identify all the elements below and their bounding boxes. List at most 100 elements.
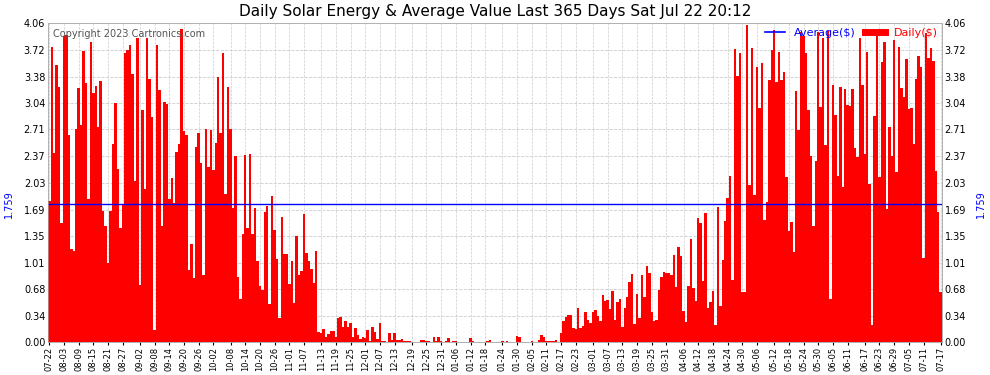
Bar — [320, 333, 323, 342]
Bar — [303, 214, 305, 342]
Bar — [785, 177, 788, 342]
Bar — [778, 52, 780, 342]
Bar — [266, 206, 268, 342]
Bar — [92, 93, 95, 342]
Bar — [827, 31, 830, 342]
Bar — [356, 335, 359, 342]
Bar — [261, 290, 263, 342]
Bar — [408, 341, 411, 342]
Bar — [846, 105, 848, 342]
Bar — [486, 340, 489, 342]
Bar — [817, 32, 820, 342]
Bar — [57, 87, 60, 342]
Bar — [621, 327, 624, 342]
Bar — [433, 337, 435, 342]
Bar — [717, 207, 719, 342]
Bar — [332, 331, 335, 342]
Bar — [346, 327, 349, 342]
Bar — [212, 170, 215, 342]
Bar — [271, 196, 273, 342]
Bar — [230, 129, 232, 342]
Bar — [807, 110, 810, 342]
Bar — [285, 254, 288, 342]
Bar — [607, 300, 609, 342]
Bar — [765, 202, 768, 342]
Bar — [361, 337, 364, 342]
Bar — [748, 185, 751, 342]
Bar — [552, 341, 555, 342]
Bar — [227, 87, 230, 342]
Bar — [235, 156, 237, 342]
Bar — [127, 50, 129, 342]
Bar — [180, 29, 183, 342]
Bar — [599, 321, 602, 342]
Bar — [709, 303, 712, 342]
Bar — [842, 187, 844, 342]
Bar — [626, 297, 629, 342]
Bar — [359, 339, 361, 342]
Bar — [251, 234, 253, 342]
Bar — [853, 148, 856, 342]
Bar — [729, 176, 732, 342]
Bar — [866, 52, 868, 342]
Bar — [933, 61, 935, 342]
Bar — [925, 33, 928, 342]
Bar — [602, 295, 604, 342]
Bar — [830, 299, 832, 342]
Bar — [247, 228, 248, 342]
Bar — [832, 85, 835, 342]
Bar — [165, 104, 168, 342]
Bar — [62, 36, 65, 342]
Bar — [555, 340, 557, 342]
Bar — [445, 341, 447, 342]
Bar — [263, 212, 266, 342]
Bar — [325, 338, 328, 342]
Bar — [538, 340, 541, 342]
Bar — [883, 42, 886, 342]
Bar — [677, 247, 680, 342]
Bar — [305, 254, 308, 342]
Bar — [636, 294, 639, 342]
Bar — [369, 341, 371, 342]
Bar — [112, 144, 114, 342]
Bar — [719, 306, 722, 342]
Bar — [150, 117, 153, 342]
Bar — [124, 53, 127, 342]
Bar — [545, 341, 547, 342]
Bar — [822, 38, 825, 342]
Bar — [940, 292, 941, 342]
Bar — [170, 178, 173, 342]
Bar — [612, 291, 614, 342]
Bar — [349, 323, 351, 342]
Bar — [117, 169, 119, 342]
Bar — [670, 275, 672, 342]
Bar — [687, 286, 690, 342]
Bar — [308, 261, 310, 342]
Bar — [888, 126, 891, 342]
Bar — [388, 333, 391, 342]
Bar — [653, 321, 655, 342]
Bar — [52, 153, 55, 342]
Bar — [863, 154, 866, 342]
Bar — [780, 80, 783, 342]
Bar — [87, 199, 90, 342]
Bar — [742, 292, 743, 342]
Bar — [722, 260, 724, 342]
Bar — [469, 338, 471, 342]
Bar — [122, 206, 124, 342]
Bar — [114, 103, 117, 342]
Bar — [188, 270, 190, 342]
Bar — [232, 208, 235, 342]
Bar — [337, 318, 340, 342]
Bar — [541, 335, 543, 342]
Bar — [938, 213, 940, 342]
Legend: Average($), Daily($): Average($), Daily($) — [760, 23, 941, 42]
Bar — [55, 65, 57, 342]
Bar — [342, 327, 345, 342]
Bar — [438, 337, 440, 342]
Bar — [665, 273, 667, 342]
Bar — [398, 340, 401, 342]
Bar — [393, 333, 396, 342]
Bar — [876, 30, 878, 342]
Bar — [72, 251, 75, 342]
